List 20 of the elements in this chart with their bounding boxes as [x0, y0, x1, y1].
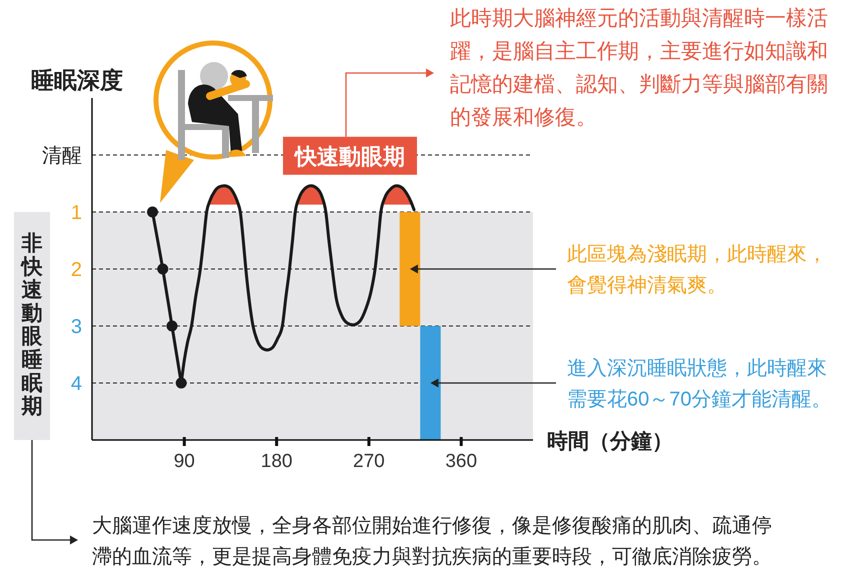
text: 此區塊為淺眠期，此時醒來，會覺得神清氣爽。 — [567, 244, 827, 296]
y-tick-label: 清醒 — [42, 145, 82, 167]
x-tick-label: 90 — [174, 451, 195, 472]
y-axis-title: 睡眠深度 — [31, 67, 123, 93]
y-tick-label: 4 — [70, 373, 82, 395]
point — [157, 264, 168, 274]
x-tick-label: 270 — [353, 451, 385, 472]
text: 大腦運作速度放慢，全身各部位開始進行修復，像是修復酸痛的肌肉、疏通停滯的血流等，更是提高身體免疫力與對抗疾病的重要時段，可徹底消除疲勞。 — [92, 515, 772, 568]
y-tick-label: 3 — [70, 316, 82, 338]
point — [166, 320, 178, 332]
y-tick-label: 1 — [70, 202, 82, 224]
band-label: 非快速動眼睡眠期 — [20, 232, 44, 418]
point — [147, 206, 158, 218]
x-axis-title: 時間（分鐘） — [547, 430, 673, 453]
x-tick-label: 360 — [445, 451, 478, 472]
y-tick-label: 2 — [70, 259, 82, 281]
x-tick-label: 180 — [260, 451, 292, 472]
series-label: 快速動眼期 — [292, 144, 405, 169]
annotation: 此時期大腦神經元的活動與清醒時一樣活躍，是腦自主工作期，主要進行如知識和記憶的建檔、認知、判斷力等與腦部有關的發展和修復。 — [450, 7, 828, 129]
text: 進入深沉睡眠狀態，此時醒來需要花60～70分鐘才能清醒。 — [567, 358, 832, 410]
